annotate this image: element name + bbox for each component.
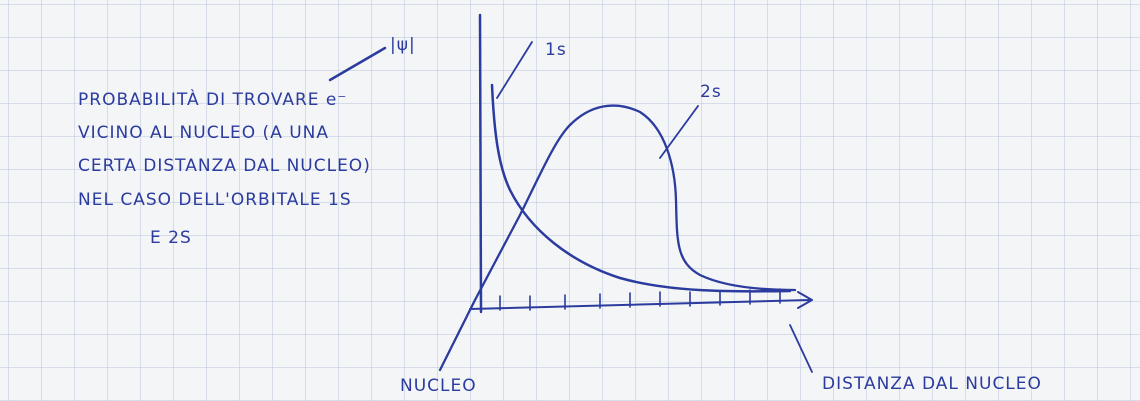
note-line: VICINO AL NUCLEO (A UNA: [78, 123, 329, 143]
label-1s: 1s: [545, 40, 567, 60]
psi-label: |ψ|: [390, 35, 416, 55]
origin-label: NUCLEO: [400, 376, 477, 396]
note-line: CERTA DISTANZA DAL NUCLEO): [78, 156, 371, 176]
label-2s: 2s: [700, 82, 722, 102]
diagram: |ψ| 1s 2s PROBABILITÀ DI TROVARE e⁻ VICI…: [0, 0, 1140, 401]
note-line: NEL CASO DELL'ORBITALE 1S: [78, 190, 352, 210]
note-line: E 2S: [150, 228, 192, 248]
note-line: PROBABILITÀ DI TROVARE e⁻: [78, 88, 347, 110]
x-axis-label: DISTANZA DAL NUCLEO: [822, 374, 1042, 394]
y-axis: [480, 15, 481, 312]
